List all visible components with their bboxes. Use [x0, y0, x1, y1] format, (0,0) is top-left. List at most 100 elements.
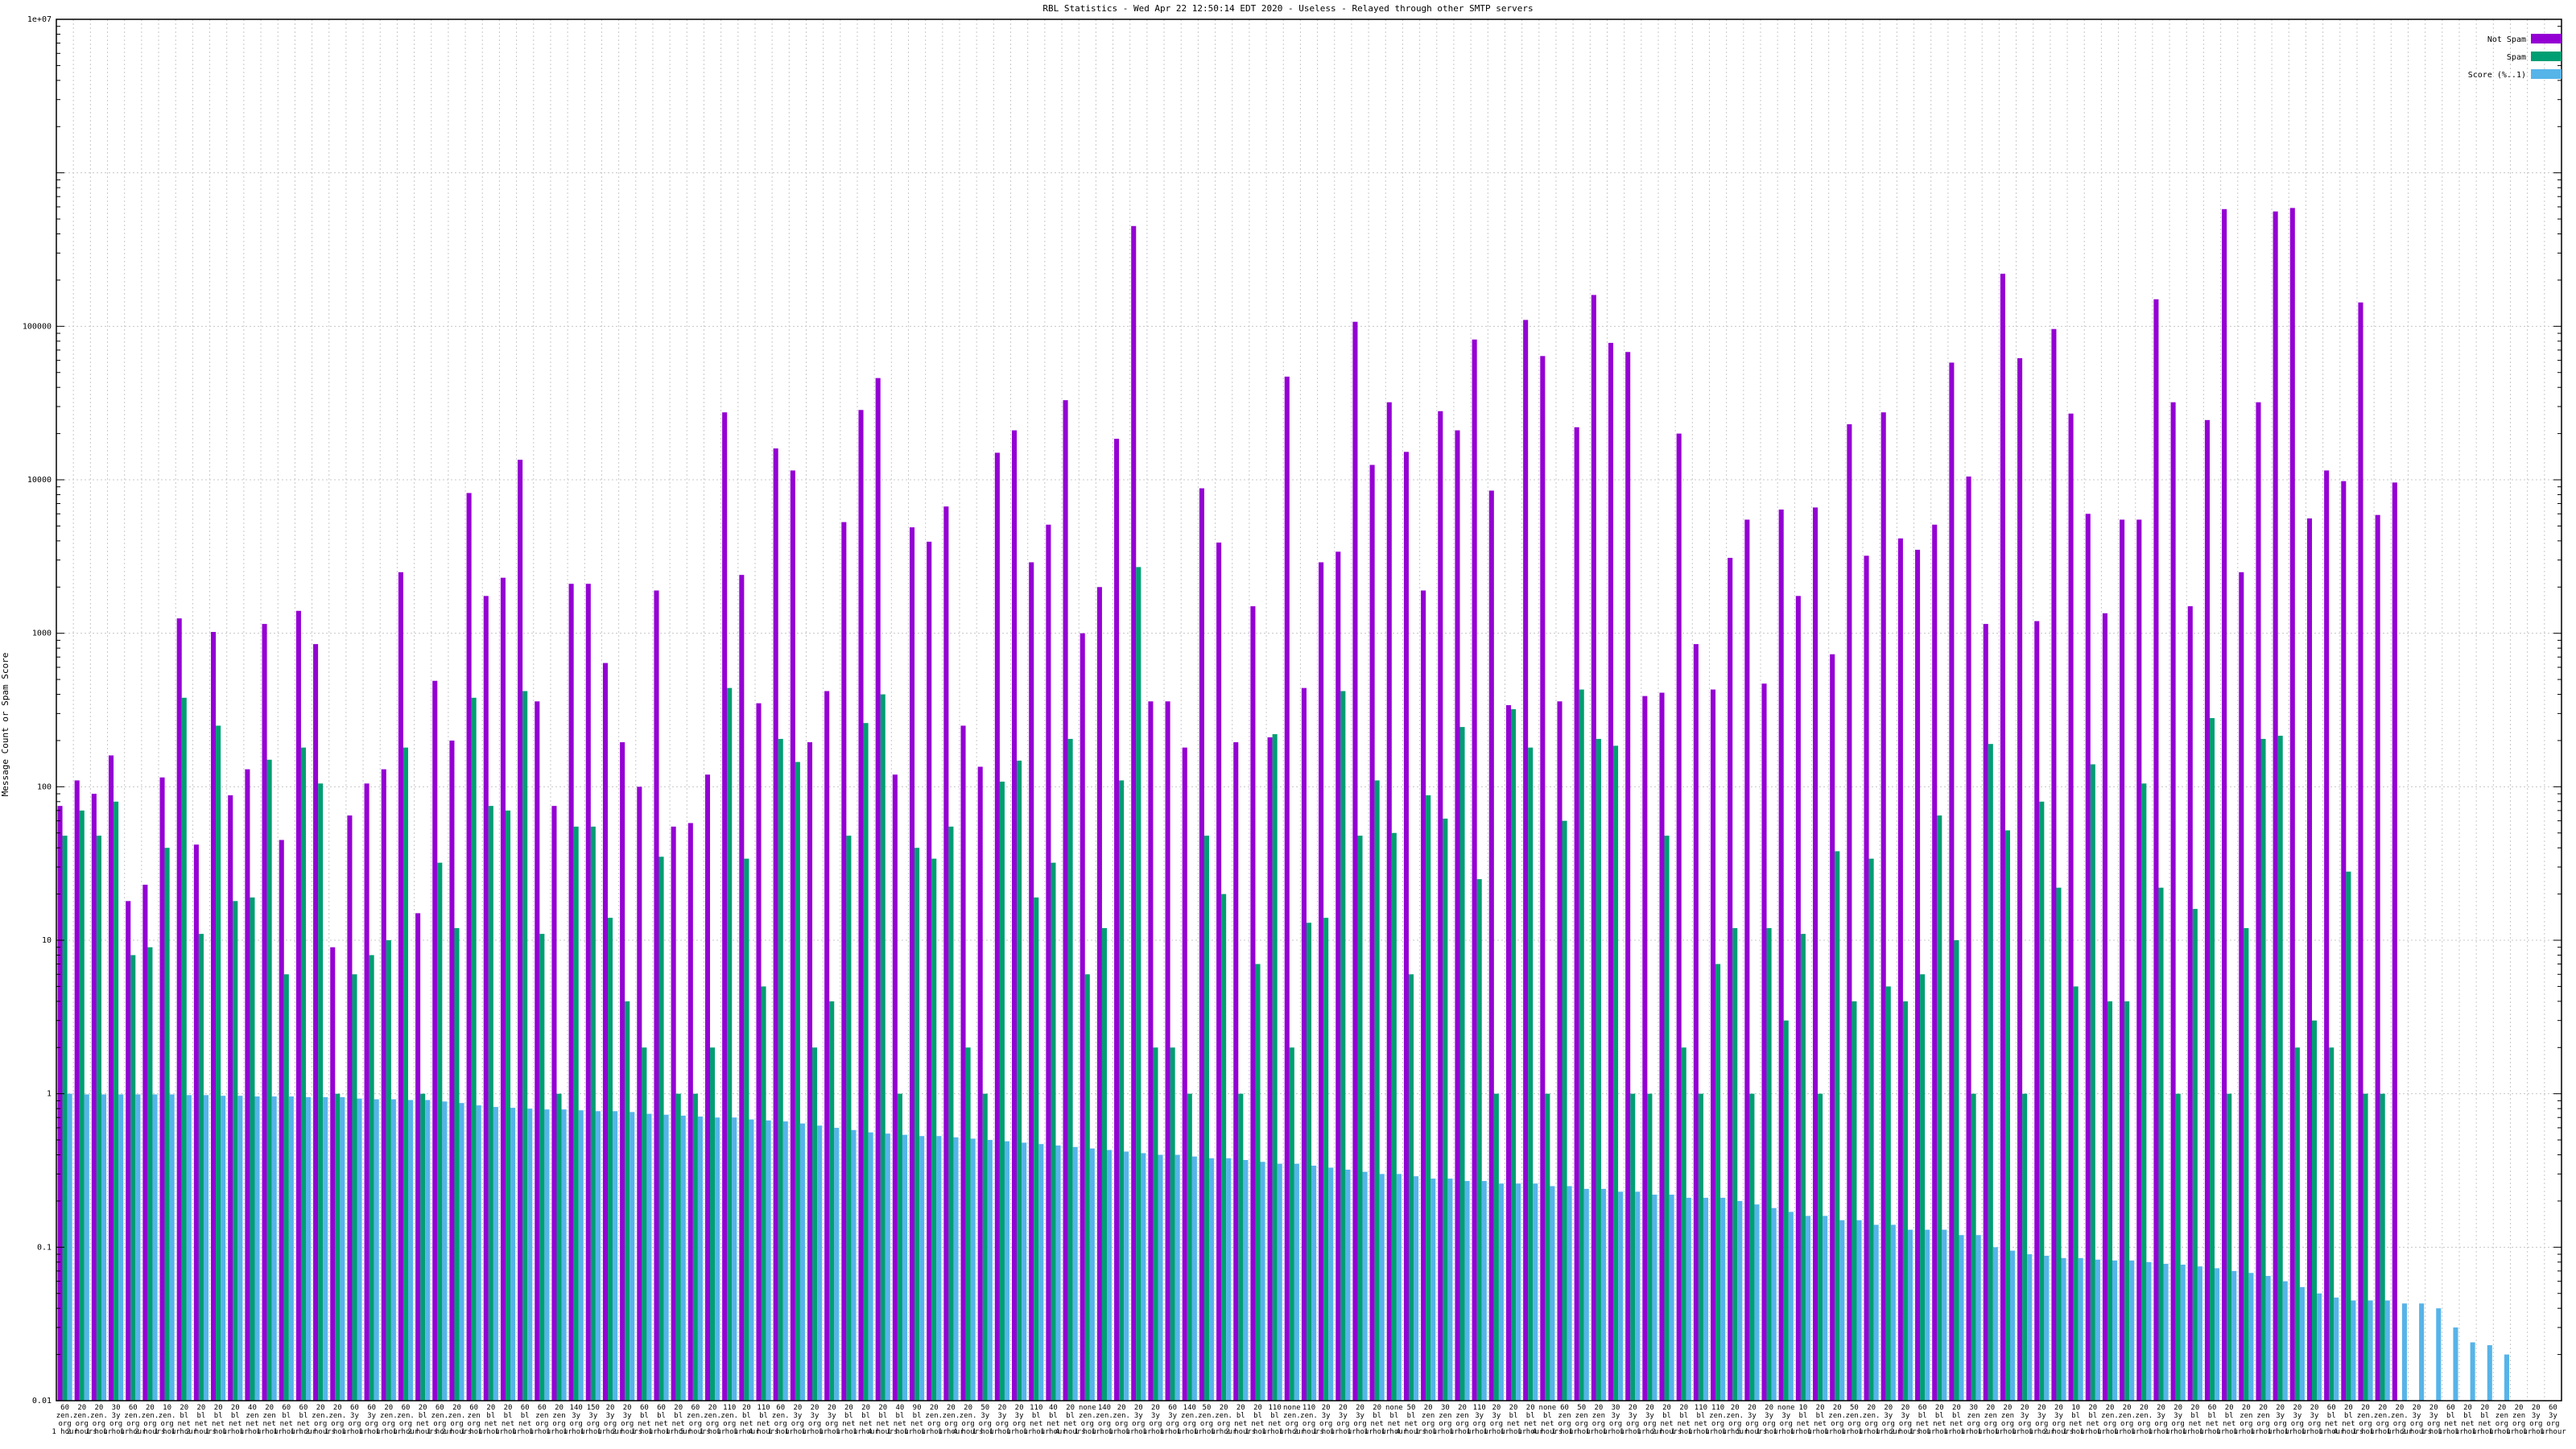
bar-not-spam — [1029, 562, 1034, 1401]
bar-not-spam — [620, 742, 625, 1401]
category-label: org — [1132, 1420, 1145, 1428]
category-label: 60 — [367, 1404, 376, 1412]
bar-spam — [812, 1047, 818, 1401]
category-label: bl — [504, 1412, 513, 1420]
bar-spam — [1835, 851, 1840, 1401]
bar-not-spam — [568, 584, 574, 1401]
category-label: 4 hours — [868, 1428, 898, 1436]
bar-not-spam — [1864, 555, 1869, 1402]
category-label: 1 hour — [1194, 1428, 1220, 1436]
bar-score- — [1191, 1156, 1197, 1401]
bar-spam — [2004, 830, 2011, 1401]
bar-score- — [459, 1103, 464, 1401]
bar-not-spam — [892, 774, 898, 1401]
category-label: 60 — [282, 1404, 291, 1412]
category-label: 20 — [452, 1404, 461, 1412]
bar-not-spam — [1063, 400, 1068, 1401]
category-label: 4 hours — [1532, 1428, 1563, 1436]
bar-spam — [2090, 764, 2095, 1401]
bar-score- — [1686, 1197, 1691, 1401]
legend-swatch — [2531, 34, 2562, 43]
bar-not-spam — [2289, 208, 2295, 1401]
bar-score- — [1720, 1197, 1726, 1401]
bar-spam — [1051, 862, 1056, 1401]
bar-score- — [1414, 1176, 1419, 1401]
bar-spam — [2107, 1001, 2113, 1401]
category-label: 1 hour — [1637, 1428, 1663, 1436]
bar-not-spam — [91, 794, 97, 1401]
category-label: org — [2496, 1420, 2508, 1428]
bar-not-spam — [2068, 413, 2074, 1401]
bar-score- — [1925, 1229, 1930, 1401]
bar-not-spam — [1523, 320, 1529, 1401]
category-label: bl — [2480, 1412, 2489, 1420]
category-label: 1 hour — [767, 1428, 794, 1436]
bar-not-spam — [1472, 339, 1477, 1402]
bar-not-spam — [295, 610, 301, 1401]
category-label: 20 — [878, 1404, 887, 1412]
category-label: net — [246, 1420, 258, 1428]
bar-score- — [613, 1111, 618, 1401]
category-label: 1 hour — [1620, 1428, 1646, 1436]
bar-spam — [2141, 783, 2147, 1401]
bar-not-spam — [1319, 562, 1324, 1401]
category-label: bl — [299, 1412, 308, 1420]
bar-score- — [2299, 1286, 2305, 1401]
category-label: net — [740, 1420, 753, 1428]
bar-not-spam — [2051, 328, 2057, 1401]
bar-spam — [1323, 918, 1329, 1401]
category-label: 20 — [606, 1404, 615, 1412]
bar-not-spam — [518, 460, 523, 1402]
bar-not-spam — [1284, 376, 1290, 1402]
category-label: 20 — [1151, 1404, 1160, 1412]
category-label: 60 — [538, 1404, 547, 1412]
bar-score- — [67, 1093, 72, 1401]
category-label: 1 hour — [563, 1428, 589, 1436]
category-label: org — [961, 1420, 974, 1428]
category-label: 1 hour — [1092, 1428, 1118, 1436]
category-label: bl — [1066, 1412, 1075, 1420]
category-label: 20 — [1986, 1404, 1995, 1412]
bar-not-spam — [1369, 464, 1375, 1401]
category-label: org — [331, 1420, 344, 1428]
bar-not-spam — [1897, 538, 1903, 1402]
bar-score- — [1158, 1154, 1163, 1401]
category-label: 20 — [811, 1404, 819, 1412]
category-label: 1 hour — [2301, 1428, 2328, 1436]
category-label: 60 — [402, 1404, 411, 1412]
category-label: bl — [282, 1412, 291, 1420]
bar-spam — [897, 1093, 902, 1401]
bar-spam — [1306, 923, 1312, 1401]
category-label: 1 hour — [1279, 1428, 1306, 1436]
bar-score- — [2317, 1293, 2322, 1401]
category-label: org — [1200, 1420, 1213, 1428]
bar-not-spam — [364, 783, 369, 1401]
category-label: 3y — [2293, 1412, 2301, 1420]
category-label: net — [1388, 1420, 1401, 1428]
category-label: 3y — [2310, 1412, 2319, 1420]
category-label: org — [1115, 1420, 1128, 1428]
category-label: 1 hour — [2489, 1428, 2516, 1436]
legend: Not Spam Spam Score (%..1) — [2468, 34, 2562, 80]
category-label: org — [2018, 1420, 2031, 1428]
bar-score- — [374, 1099, 379, 1401]
bar-not-spam — [1403, 452, 1409, 1401]
bar-spam — [727, 687, 733, 1401]
category-label: bl — [2463, 1412, 2472, 1420]
category-label: bl — [640, 1412, 649, 1420]
legend-swatch — [2531, 69, 2562, 79]
category-label: bl — [521, 1412, 530, 1420]
category-label: zen. — [1181, 1412, 1199, 1420]
bar-score- — [1089, 1148, 1095, 1401]
category-label: 1 hour — [478, 1428, 505, 1436]
bar-spam — [829, 1001, 835, 1401]
category-label: 60 — [129, 1404, 138, 1412]
category-label: org — [2052, 1420, 2065, 1428]
bar-score- — [357, 1098, 362, 1401]
bar-not-spam — [1625, 352, 1631, 1401]
category-label: org — [570, 1420, 583, 1428]
category-label: 2 hours — [1890, 1428, 1921, 1436]
bar-score- — [1055, 1145, 1061, 1401]
category-label: org — [1081, 1420, 1094, 1428]
bar-spam — [1289, 1047, 1294, 1401]
